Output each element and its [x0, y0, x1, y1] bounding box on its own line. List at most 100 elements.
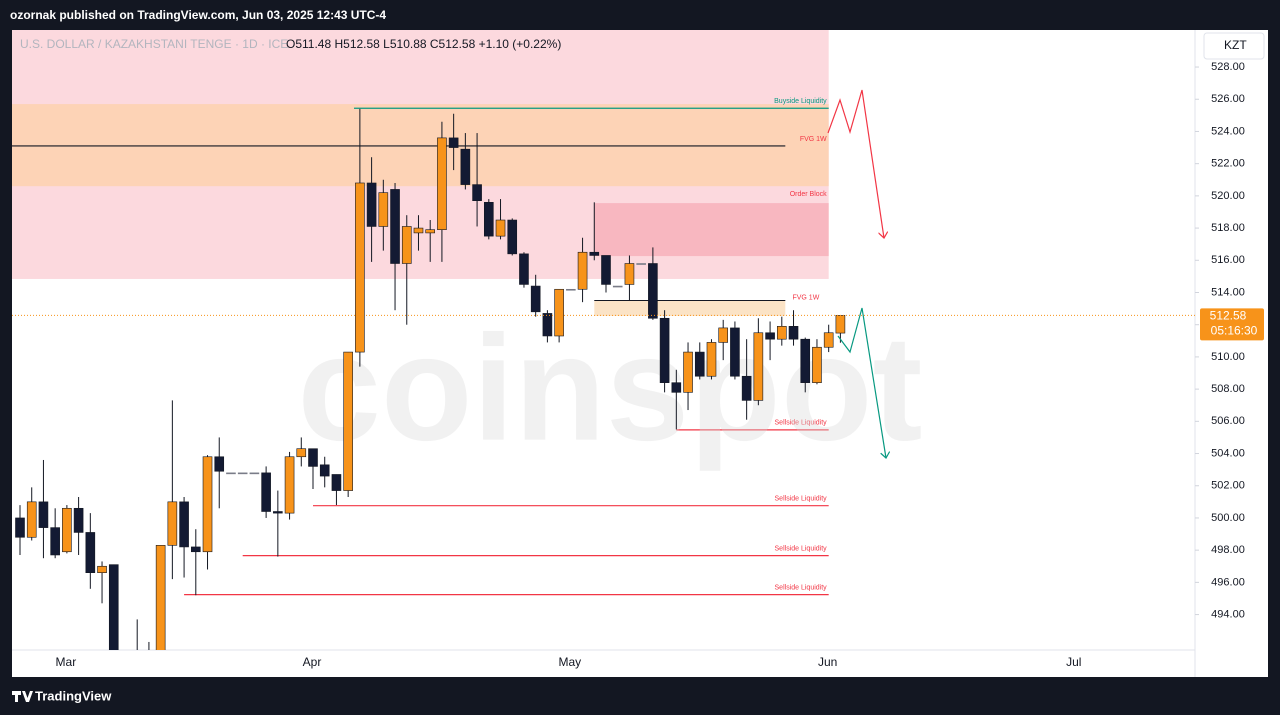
candle-body [753, 332, 764, 401]
zone [594, 300, 786, 317]
y-tick-label: 520.00 [1211, 190, 1245, 202]
level-label: Sellside Liquidity [775, 545, 828, 552]
candle-body [671, 382, 682, 393]
candle-body [331, 474, 342, 491]
candle-body [214, 456, 225, 472]
currency-box [1203, 32, 1265, 60]
candle-body [319, 464, 330, 477]
y-tick-label: 504.00 [1211, 447, 1245, 459]
candle-body [812, 346, 822, 383]
candle-body [683, 351, 693, 393]
y-tick-label: 510.00 [1211, 351, 1245, 363]
candle-body [694, 351, 705, 377]
y-tick-label: 526.00 [1211, 93, 1245, 105]
countdown: 05:16:30 [1211, 324, 1258, 338]
y-tick-label: 514.00 [1211, 286, 1245, 298]
x-tick-label: Mar [56, 655, 77, 669]
watermark: coinspot [298, 304, 923, 472]
symbol-title: U.S. DOLLAR / KAZAKHSTANI TENGE · 1D · I… [20, 37, 288, 51]
y-tick-label: 516.00 [1211, 254, 1245, 266]
candle-body [519, 253, 529, 285]
y-tick-label: 500.00 [1211, 512, 1245, 524]
published-info: ozornak published on TradingView.com, Ju… [10, 8, 386, 22]
candle-body [495, 219, 506, 237]
candle-body [191, 546, 201, 553]
candle-body [343, 351, 353, 491]
candle-body [636, 263, 646, 265]
candle-body [202, 456, 213, 553]
candle-body [226, 472, 236, 475]
currency: KZT [1224, 38, 1247, 52]
candle-body [390, 189, 400, 264]
y-tick-label: 518.00 [1211, 222, 1245, 234]
candle-body [97, 565, 107, 574]
x-tick-label: Jun [818, 655, 837, 669]
candle-body [472, 184, 482, 202]
candle-body [366, 182, 377, 227]
candle-body [26, 501, 37, 538]
level-label: Sellside Liquidity [775, 584, 828, 591]
zone [594, 203, 829, 257]
candle-body [800, 338, 811, 383]
level-label: Sellside Liquidity [775, 420, 828, 427]
candle-body [108, 564, 119, 650]
zone-label: FVG 1W [792, 294, 819, 301]
candle-body [566, 288, 576, 291]
candle-body [601, 255, 611, 285]
candle-body [554, 288, 564, 337]
level-label: Buyside Liquidity [774, 98, 827, 105]
candle-body [261, 472, 271, 512]
candle-body [249, 472, 260, 475]
candle-body [401, 226, 412, 264]
candle-body [648, 263, 658, 319]
candle-body [448, 137, 459, 148]
candle-body [542, 313, 553, 337]
level-label: Sellside Liquidity [775, 496, 828, 503]
candle-body [308, 448, 318, 467]
last-price-tag [1200, 308, 1264, 341]
y-tick-label: 524.00 [1211, 125, 1245, 137]
candle-body [179, 501, 189, 548]
candle-body [15, 517, 25, 538]
candle-body [589, 251, 600, 256]
ohlc-legend: O511.48 H512.58 L510.88 C512.58 +1.10 (+… [286, 37, 561, 51]
candle-body [577, 251, 588, 290]
y-tick-label: 496.00 [1211, 576, 1245, 588]
y-tick-label: 528.00 [1211, 61, 1245, 73]
candle-body [155, 545, 166, 650]
x-tick-label: Apr [303, 655, 322, 669]
candle-body [706, 342, 717, 377]
candle-body [835, 315, 846, 334]
candle-body [437, 137, 447, 230]
level-label: FVG 1W [800, 136, 827, 143]
y-tick-label: 508.00 [1211, 383, 1245, 395]
candle-body [284, 456, 295, 514]
last-price-label: 512.58 [1210, 309, 1247, 323]
y-tick-label: 494.00 [1211, 608, 1245, 620]
x-tick-label: May [559, 655, 582, 669]
candle-body [237, 472, 248, 475]
candle-body [413, 227, 424, 234]
candle-body [460, 148, 471, 185]
candle-body [765, 332, 775, 340]
y-tick-label: 502.00 [1211, 480, 1245, 492]
candle-body [425, 229, 436, 234]
candle-body [38, 501, 49, 528]
candle-body [788, 326, 799, 340]
y-tick-label: 506.00 [1211, 415, 1245, 427]
candle-body [612, 285, 623, 288]
brand: TradingView [35, 688, 112, 703]
candle-body [659, 317, 670, 383]
candle-body [62, 507, 72, 553]
candle-body [73, 507, 84, 533]
x-tick-label: Jul [1066, 655, 1081, 669]
y-tick-label: 522.00 [1211, 158, 1245, 170]
bearish-projection-alt [837, 307, 886, 458]
candle-body [355, 182, 365, 353]
candle-body [730, 327, 740, 377]
candle-body [530, 285, 541, 313]
candle-body [741, 375, 752, 401]
candle-body [823, 332, 834, 348]
brand-logo [12, 691, 33, 702]
y-tick-label: 498.00 [1211, 544, 1245, 556]
